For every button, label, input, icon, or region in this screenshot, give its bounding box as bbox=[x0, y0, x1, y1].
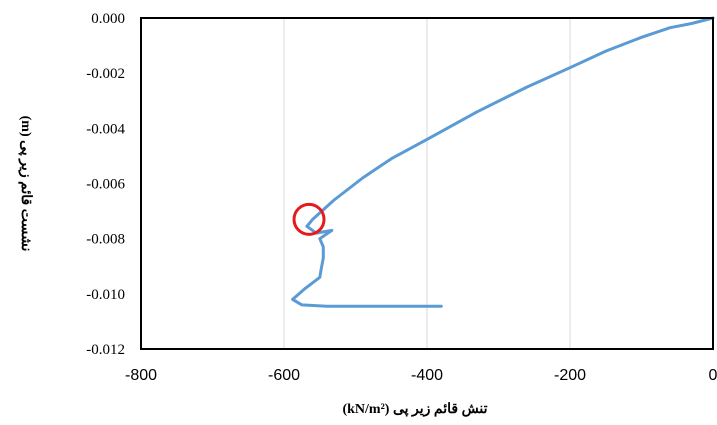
grid-lines bbox=[283, 18, 571, 349]
x-tick-label: -600 bbox=[268, 367, 300, 384]
series-layer bbox=[291, 16, 715, 308]
annotation-layer bbox=[292, 202, 326, 236]
y-tick-label: -0.002 bbox=[86, 66, 125, 82]
y-tick-label: 0.000 bbox=[91, 11, 125, 27]
x-tick-label: -200 bbox=[554, 367, 586, 384]
x-tick-labels: -800 -600 -400 -200 0 bbox=[125, 367, 717, 384]
x-tick-label: 0 bbox=[709, 367, 717, 384]
y-tick-label: -0.010 bbox=[86, 287, 125, 303]
x-tick-label: -400 bbox=[411, 367, 443, 384]
highlight-circle bbox=[292, 202, 326, 236]
y-axis-label: نشست قائم زیر پی (m) bbox=[18, 116, 33, 252]
x-tick-label: -800 bbox=[125, 367, 157, 384]
y-tick-label: -0.006 bbox=[86, 177, 125, 193]
plot-frame bbox=[140, 17, 714, 350]
series-line bbox=[291, 16, 715, 308]
y-tick-label: -0.004 bbox=[86, 121, 125, 137]
x-axis-label: تنش قائم زیر پی (kN/m²) bbox=[342, 402, 487, 417]
y-tick-label: -0.008 bbox=[86, 232, 125, 248]
y-tick-labels: 0.000 -0.002 -0.004 -0.006 -0.008 -0.010 -0.01… bbox=[86, 11, 125, 358]
y-tick-label: -0.012 bbox=[86, 342, 125, 358]
